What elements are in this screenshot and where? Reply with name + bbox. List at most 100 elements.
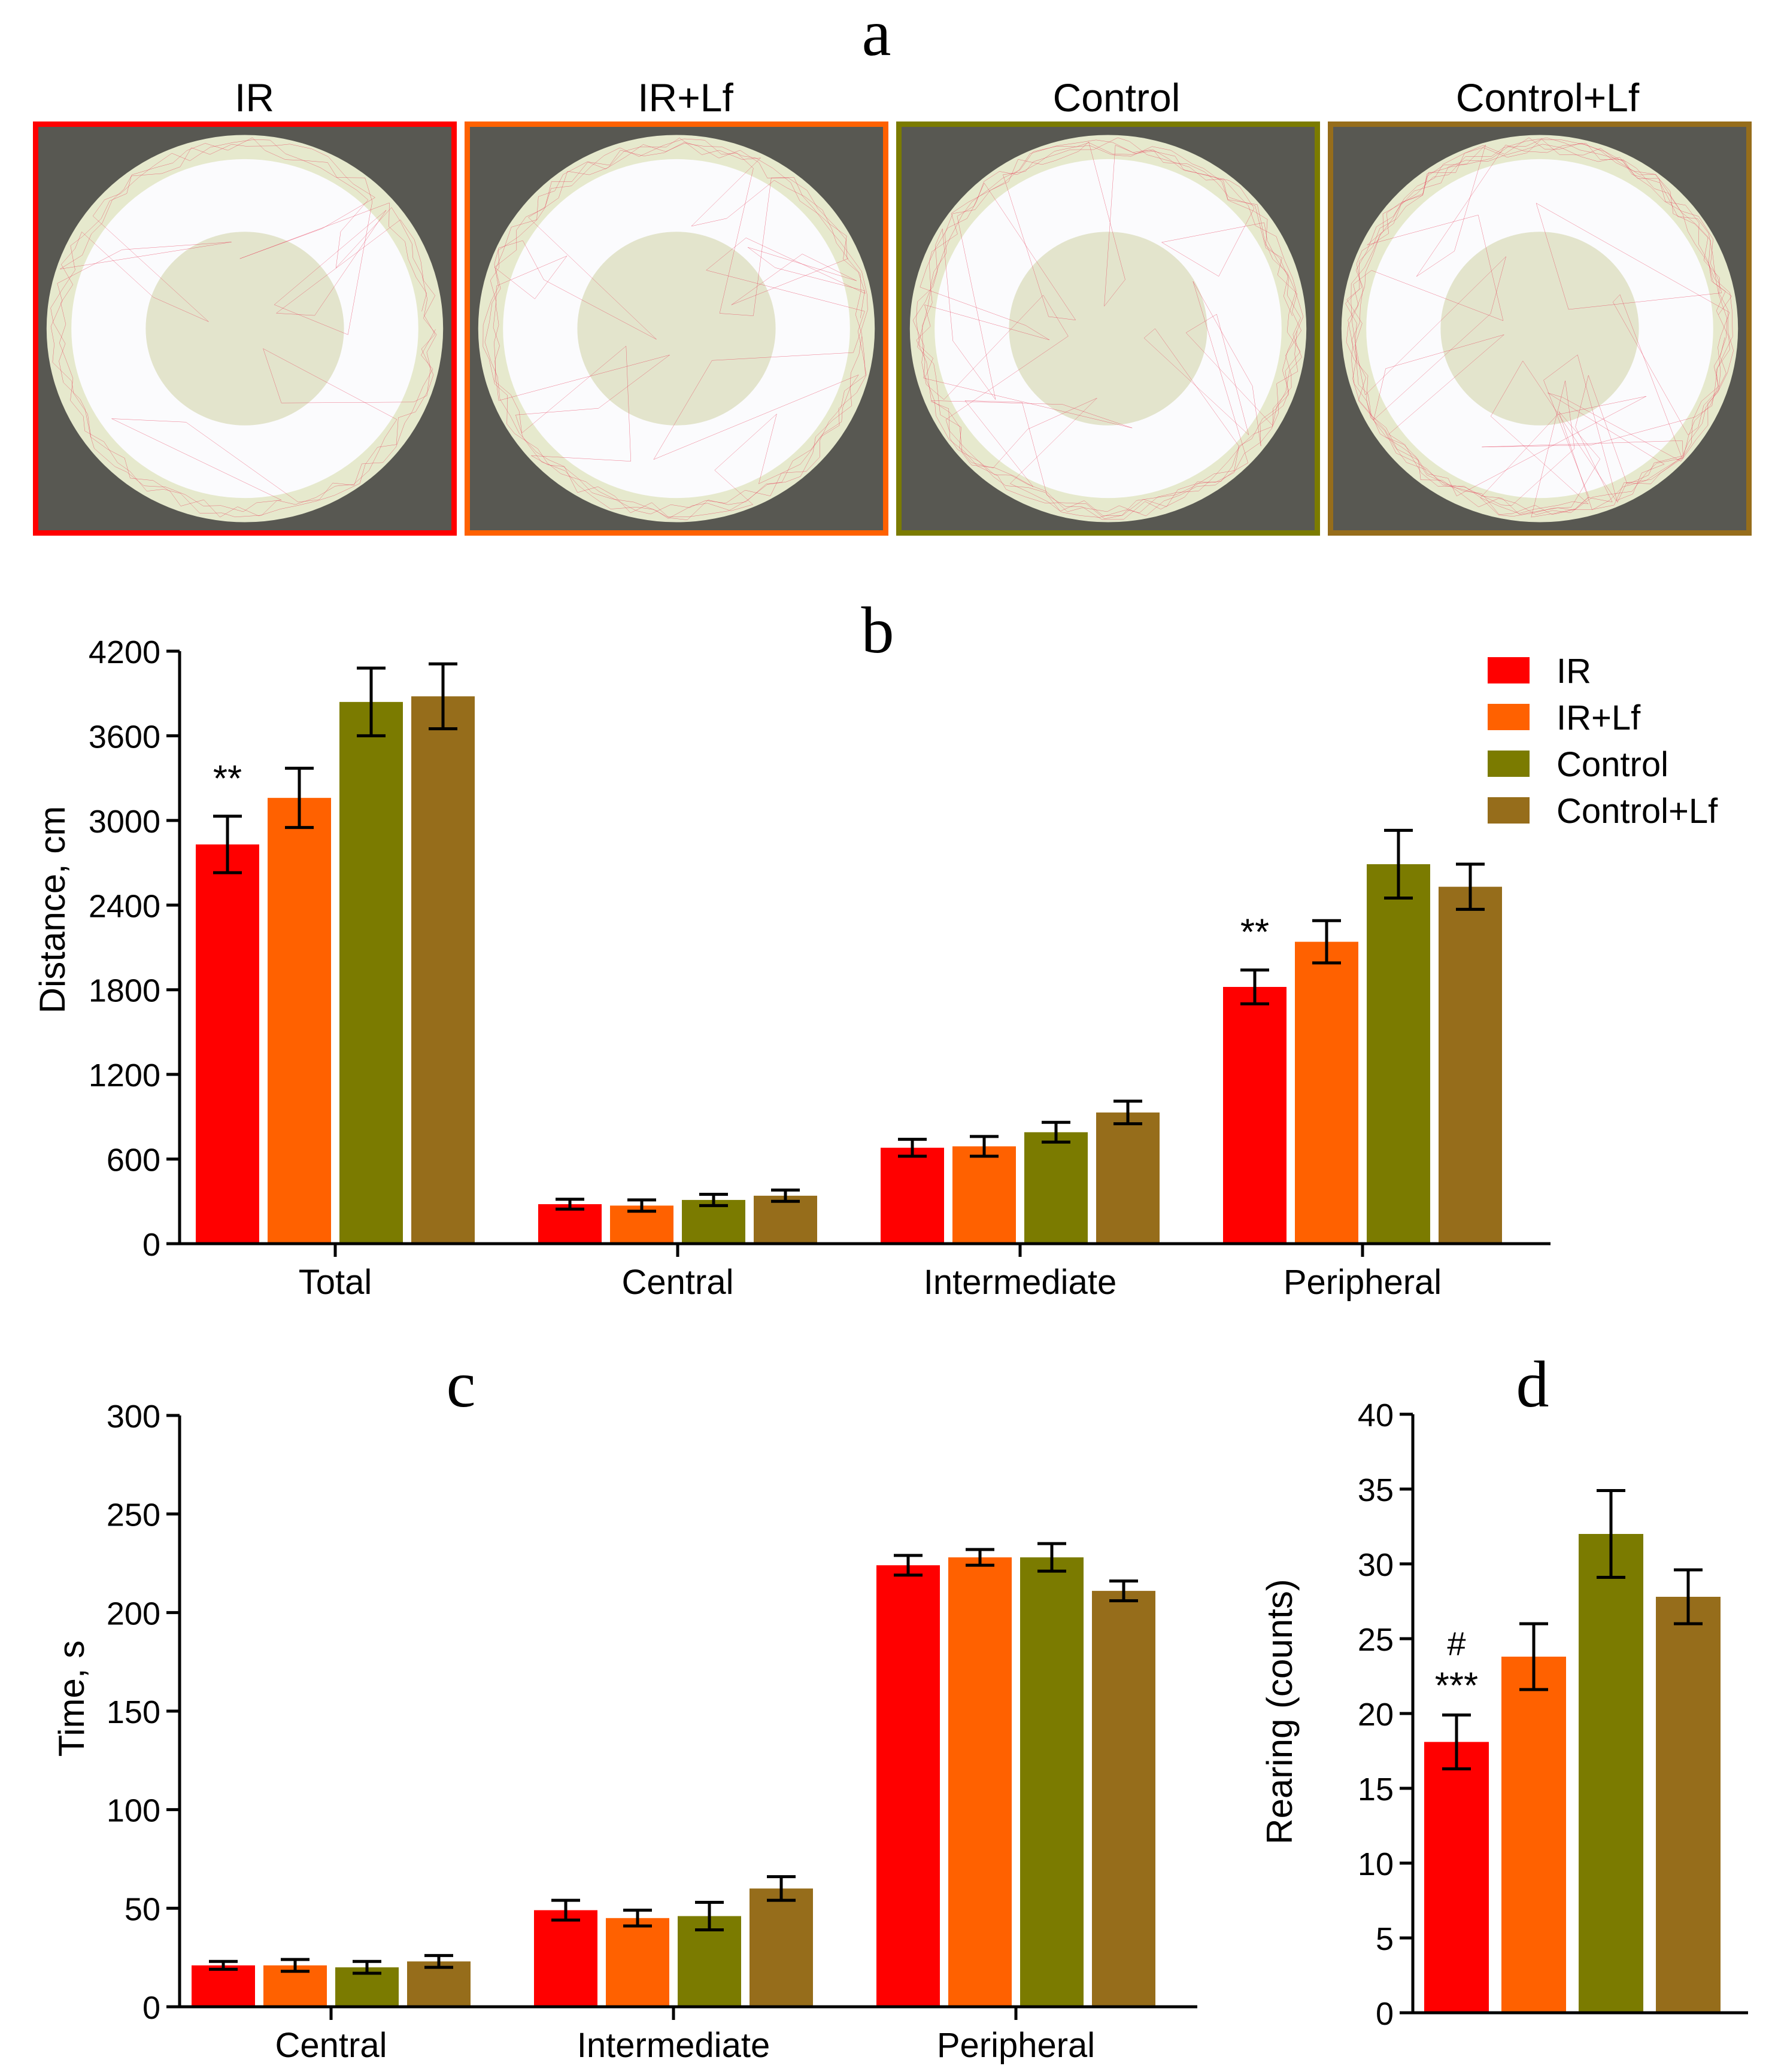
bar-intermediate-control-lf <box>750 1888 813 2007</box>
y-tick-label: 250 <box>107 1497 160 1533</box>
bar-intermediate-ir-lf <box>606 1918 669 2007</box>
y-tick-label: 5 <box>1376 1921 1394 1957</box>
y-tick-label: 100 <box>107 1793 160 1829</box>
bar-peripheral-ir <box>876 1565 940 2007</box>
bar-total-ir-lf <box>268 798 331 1244</box>
bar-control-lf <box>1656 1597 1721 2013</box>
chart-c: c Time, s 0 50 100 150 200 250 300 Central Inte… <box>51 1348 1197 2065</box>
track-path <box>913 138 1303 519</box>
arena-central-zone <box>1009 232 1207 426</box>
legend-swatch-control <box>1488 751 1530 777</box>
x-tick-label: Total <box>299 1263 372 1302</box>
legend-label-control-lf: Control+Lf <box>1556 792 1718 831</box>
chart-d-ylabel: Rearing (counts) <box>1260 1579 1300 1845</box>
bar-peripheral-control-lf <box>1439 886 1502 1244</box>
bar-total-control <box>339 701 403 1244</box>
chart-d: d Rearing (counts) 0 5 10 15 20 25 30 35 40 ***# <box>1260 1348 1748 2032</box>
x-tick-label: Intermediate <box>577 2026 770 2065</box>
y-tick-label: 0 <box>142 1990 160 2026</box>
chart-b: b Distance, cm 0 600 1200 1800 2400 3000 3600 4… <box>32 594 1718 1302</box>
x-tick-label: Intermediate <box>924 1263 1116 1302</box>
track-label-ir: IR <box>235 75 274 120</box>
track-label-control-lf: Control+Lf <box>1455 75 1640 120</box>
chart-c-bars <box>192 1542 1155 2007</box>
bar-peripheral-ir-lf <box>948 1557 1012 2007</box>
chart-d-yticks: 0 5 10 15 20 25 30 35 40 <box>1358 1397 1413 2032</box>
bar-peripheral-control-lf <box>1092 1591 1155 2007</box>
y-tick-label: 15 <box>1358 1772 1394 1807</box>
significance-annotation-stars: *** <box>1435 1666 1478 1707</box>
chart-b-title: b <box>861 594 894 667</box>
arena-drawing <box>46 135 444 522</box>
x-tick-label: Peripheral <box>937 2026 1095 2065</box>
bar-central-control-lf <box>407 1961 471 2007</box>
arena-central-zone <box>145 232 344 426</box>
legend-label-ir: IR <box>1556 652 1591 691</box>
y-tick-label: 1800 <box>89 973 160 1009</box>
chart-c-ylabel: Time, s <box>51 1640 92 1757</box>
bar-peripheral-ir <box>1223 987 1287 1244</box>
x-tick-label: Peripheral <box>1284 1263 1442 1302</box>
y-tick-label: 35 <box>1358 1472 1394 1508</box>
bar-intermediate-ir-lf <box>952 1146 1016 1244</box>
chart-d-bars <box>1424 1489 1721 2013</box>
arena-drawing <box>478 135 875 522</box>
legend-label-control: Control <box>1556 745 1668 784</box>
chart-c-title: c <box>447 1348 476 1421</box>
bar-peripheral-control <box>1367 864 1430 1244</box>
bar-central-ir <box>192 1965 255 2007</box>
track-path <box>483 138 867 519</box>
significance-annotation-hash: # <box>1447 1625 1465 1663</box>
chart-c-xticks: Central Intermediate Peripheral <box>275 2007 1095 2065</box>
chart-b-ylabel: Distance, cm <box>32 806 72 1014</box>
y-tick-label: 30 <box>1358 1547 1394 1583</box>
chart-d-title: d <box>1516 1348 1549 1421</box>
bar-central-control-lf <box>754 1195 817 1244</box>
arena-central-zone <box>1440 232 1639 426</box>
track-path <box>1346 138 1734 517</box>
y-tick-label: 200 <box>107 1596 160 1632</box>
y-tick-label: 4200 <box>89 634 160 670</box>
y-tick-label: 2400 <box>89 888 160 924</box>
chart-b-legend: IR IR+Lf Control Control+Lf <box>1488 652 1718 831</box>
y-tick-label: 1200 <box>89 1058 160 1093</box>
x-tick-label: Central <box>275 2026 387 2065</box>
track-image-control <box>896 121 1320 536</box>
bar-peripheral-control <box>1020 1557 1084 2007</box>
y-tick-label: 0 <box>1376 1996 1394 2032</box>
bar-control <box>1579 1534 1643 2013</box>
bar-peripheral-ir-lf <box>1295 941 1358 1244</box>
y-tick-label: 50 <box>125 1891 160 1927</box>
bar-intermediate-ir <box>534 1910 597 2007</box>
significance-annotation: ** <box>213 758 242 800</box>
bar-total-control-lf <box>411 696 475 1244</box>
chart-b-xticks: Total Central Intermediate Peripheral <box>299 1244 1442 1302</box>
track-image-control-lf <box>1328 121 1752 536</box>
y-tick-label: 300 <box>107 1399 160 1435</box>
panel-a-letter: a <box>861 0 891 69</box>
y-tick-label: 3600 <box>89 719 160 755</box>
y-tick-label: 20 <box>1358 1697 1394 1733</box>
track-label-control: Control <box>1052 75 1181 120</box>
legend-swatch-ir <box>1488 657 1530 683</box>
bar-central-ir <box>538 1204 602 1244</box>
y-tick-label: 40 <box>1358 1397 1394 1433</box>
chart-b-yticks: 0 600 1200 1800 2400 3000 3600 4200 <box>89 634 180 1263</box>
legend-label-ir-lf: IR+Lf <box>1556 698 1641 737</box>
arena-drawing <box>1341 135 1738 522</box>
significance-annotation: ** <box>1240 912 1269 953</box>
track-path <box>51 138 437 517</box>
chart-c-yticks: 0 50 100 150 200 250 300 <box>107 1399 180 2026</box>
chart-b-annotations: ** ** <box>213 758 1269 953</box>
y-tick-label: 0 <box>142 1227 160 1263</box>
y-tick-label: 150 <box>107 1694 160 1730</box>
y-tick-label: 25 <box>1358 1622 1394 1658</box>
bar-ir <box>1424 1742 1489 2013</box>
y-tick-label: 3000 <box>89 804 160 840</box>
bar-intermediate-ir <box>881 1147 944 1244</box>
bar-ir-lf <box>1501 1657 1566 2013</box>
bar-central-control <box>682 1199 745 1244</box>
arena-drawing <box>909 135 1307 522</box>
chart-d-annotations: ***# <box>1435 1625 1478 1707</box>
track-label-ir-lf: IR+Lf <box>638 75 733 120</box>
